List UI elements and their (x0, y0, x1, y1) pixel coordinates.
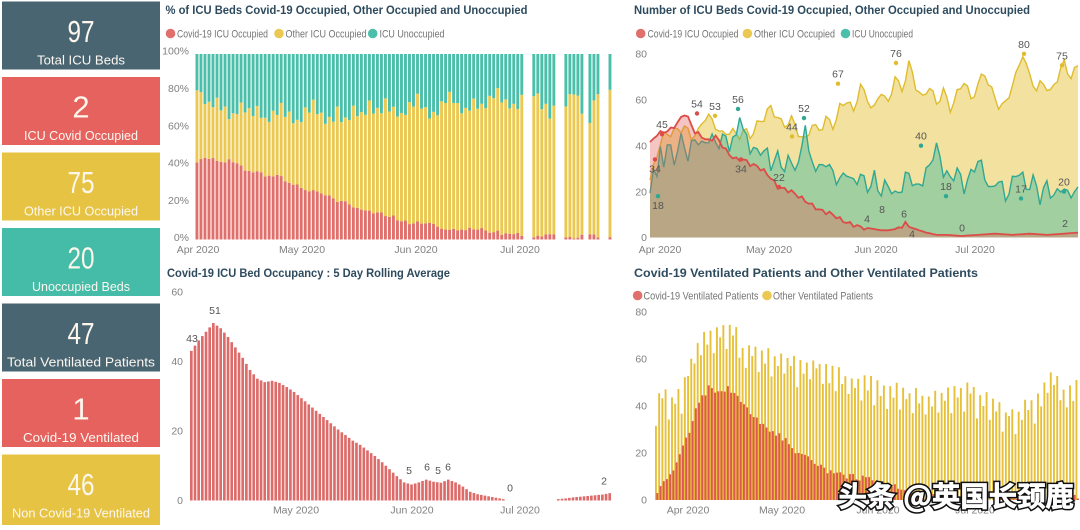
svg-text:Jun 2020: Jun 2020 (394, 244, 437, 256)
svg-text:Jul 2020: Jul 2020 (955, 244, 995, 256)
svg-text:0%: 0% (174, 232, 189, 244)
svg-text:ICU Unoccupied: ICU Unoccupied (852, 28, 913, 40)
svg-text:Jul 2020: Jul 2020 (500, 244, 540, 256)
svg-text:Covid-19 Ventilated: Covid-19 Ventilated (23, 430, 139, 445)
svg-text:43: 43 (186, 333, 198, 345)
svg-text:80: 80 (635, 307, 647, 319)
svg-text:52: 52 (798, 103, 810, 115)
svg-text:Other ICU Occupied: Other ICU Occupied (24, 204, 138, 219)
svg-text:Covid-19 ICU Occupied: Covid-19 ICU Occupied (648, 28, 739, 40)
svg-text:Total Ventilated Patients: Total Ventilated Patients (7, 355, 156, 370)
svg-text:6: 6 (901, 209, 907, 221)
svg-text:22: 22 (773, 172, 785, 184)
svg-text:Jun 2020: Jun 2020 (390, 505, 433, 517)
svg-text:40: 40 (635, 140, 647, 152)
svg-text:% of ICU Beds Covid-19 Occupie: % of ICU Beds Covid-19 Occupied, Other O… (166, 5, 528, 17)
svg-text:40%: 40% (168, 158, 189, 170)
svg-text:Other ICU Occupied: Other ICU Occupied (286, 28, 367, 40)
svg-text:20: 20 (171, 426, 183, 438)
svg-text:44: 44 (786, 122, 798, 134)
svg-text:Unoccupied Beds: Unoccupied Beds (32, 279, 130, 294)
svg-text:56: 56 (732, 94, 744, 106)
svg-text:Apr 2020: Apr 2020 (639, 244, 682, 256)
svg-text:100%: 100% (162, 46, 189, 58)
svg-text:Apr 2020: Apr 2020 (667, 505, 710, 517)
svg-text:75: 75 (1056, 50, 1068, 62)
svg-text:40: 40 (915, 131, 927, 143)
svg-text:Other ICU Occupied: Other ICU Occupied (754, 28, 835, 40)
svg-text:May 2020: May 2020 (759, 505, 805, 517)
svg-text:0: 0 (641, 495, 647, 507)
svg-text:20%: 20% (168, 195, 189, 207)
svg-text:54: 54 (691, 99, 703, 111)
svg-text:Jun 2020: Jun 2020 (854, 244, 897, 256)
svg-text:34: 34 (735, 163, 747, 175)
svg-text:34: 34 (649, 163, 661, 175)
svg-text:60: 60 (635, 94, 647, 106)
svg-text:May 2020: May 2020 (279, 244, 325, 256)
svg-text:0: 0 (641, 232, 647, 244)
svg-text:Covid-19 ICU Bed Occupancy : 5: Covid-19 ICU Bed Occupancy : 5 Day Rolli… (167, 268, 450, 280)
svg-text:ICU Covid Occupied: ICU Covid Occupied (24, 128, 138, 143)
svg-text:Covid-19 Ventilated Patients: Covid-19 Ventilated Patients (644, 290, 759, 302)
svg-text:20: 20 (1058, 177, 1070, 189)
svg-text:18: 18 (652, 200, 664, 212)
svg-text:60: 60 (635, 354, 647, 366)
svg-text:45: 45 (656, 119, 668, 131)
svg-text:Non Covid-19 Ventilated: Non Covid-19 Ventilated (12, 506, 150, 521)
svg-text:80: 80 (635, 49, 647, 61)
svg-text:51: 51 (209, 305, 221, 317)
svg-text:47: 47 (68, 316, 95, 351)
svg-text:60: 60 (171, 286, 183, 298)
svg-text:20: 20 (635, 448, 647, 460)
svg-text:18: 18 (940, 181, 952, 193)
svg-text:2: 2 (601, 476, 607, 488)
svg-text:46: 46 (68, 467, 95, 502)
svg-text:5: 5 (435, 465, 441, 477)
svg-text:ICU Unoccupied: ICU Unoccupied (380, 28, 445, 40)
svg-text:80: 80 (1018, 39, 1030, 51)
svg-text:20: 20 (68, 241, 95, 276)
svg-text:Total ICU Beds: Total ICU Beds (37, 53, 126, 68)
svg-text:20: 20 (635, 186, 647, 198)
svg-text:6: 6 (424, 462, 430, 474)
svg-text:0: 0 (507, 483, 513, 495)
svg-text:Covid-19 ICU Occupied: Covid-19 ICU Occupied (177, 28, 268, 40)
svg-text:1: 1 (72, 392, 89, 427)
svg-text:76: 76 (890, 48, 902, 60)
svg-text:40: 40 (171, 356, 183, 368)
svg-text:4: 4 (909, 228, 915, 240)
svg-text:6: 6 (445, 462, 451, 474)
svg-text:53: 53 (709, 101, 721, 113)
svg-text:5: 5 (406, 465, 412, 477)
svg-text:80%: 80% (168, 83, 189, 95)
svg-text:2: 2 (1062, 218, 1068, 230)
svg-text:0: 0 (959, 223, 965, 235)
svg-text:97: 97 (68, 14, 95, 49)
svg-text:40: 40 (635, 401, 647, 413)
svg-text:17: 17 (1015, 184, 1027, 196)
svg-text:May 2020: May 2020 (746, 244, 792, 256)
svg-text:May 2020: May 2020 (273, 505, 319, 517)
svg-text:Covid-19 Ventilated Patients a: Covid-19 Ventilated Patients and Other V… (634, 268, 978, 280)
svg-text:2: 2 (72, 90, 89, 125)
svg-text:Number of ICU Beds Covid-19 Oc: Number of ICU Beds Covid-19 Occupied, Ot… (634, 5, 1030, 17)
svg-text:Apr 2020: Apr 2020 (177, 244, 220, 256)
svg-text:67: 67 (832, 69, 844, 81)
svg-text:4: 4 (864, 213, 870, 225)
svg-text:60%: 60% (168, 120, 189, 132)
svg-text:8: 8 (879, 204, 885, 216)
svg-text:Other Ventilated Patients: Other Ventilated Patients (773, 290, 873, 302)
svg-text:75: 75 (68, 165, 95, 200)
svg-text:0: 0 (177, 495, 183, 507)
svg-text:Jul 2020: Jul 2020 (500, 505, 540, 517)
